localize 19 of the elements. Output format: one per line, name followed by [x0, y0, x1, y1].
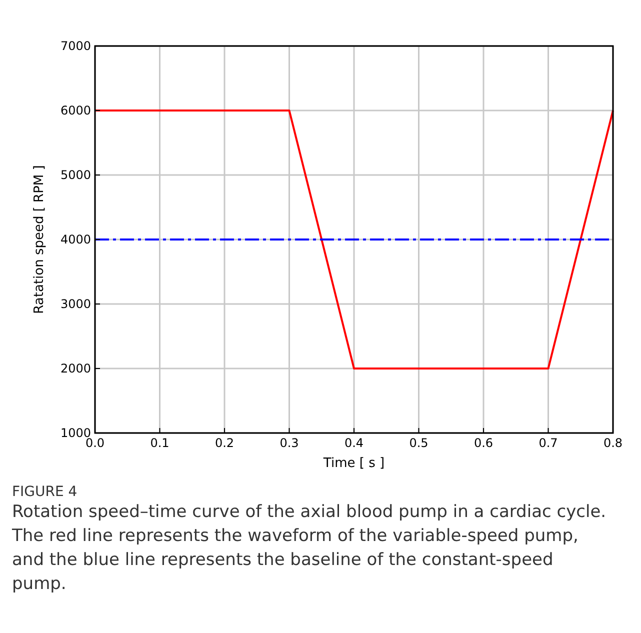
y-tick-label: 7000 — [60, 39, 91, 53]
caption: FIGURE 4 — [12, 484, 78, 500]
x-tick-label: 0.0 — [85, 436, 105, 450]
y-tick-label: 2000 — [60, 362, 91, 376]
text: Rotation speed–time curve of the axial blood pump in a cardiac cycle. The red line represents the waveform of the variable-speed pump, and the blue line represents the baseline of the constant-speed pump. — [12, 501, 608, 596]
x-tick-label: 0.7 — [538, 436, 558, 450]
y-axis-title: Ratation speed [ RPM ] — [32, 165, 47, 314]
y-tick-label: 3000 — [60, 297, 91, 311]
y-tick-label: 4000 — [60, 232, 91, 246]
x-tick-label: 0.6 — [474, 436, 494, 450]
x-tick-label: 0.2 — [214, 436, 234, 450]
x-tick-label: 0.3 — [280, 436, 299, 450]
x-tick-label: 0.1 — [150, 436, 170, 450]
x-axis-title: Time [ s ] — [322, 456, 385, 471]
x-tick-label: 0.4 — [344, 436, 364, 450]
y-tick-label: 5000 — [60, 168, 91, 182]
x-tick-label: 0.5 — [409, 436, 428, 450]
x-tick-label: 0.8 — [603, 436, 623, 450]
y-tick-label: 6000 — [60, 104, 91, 118]
